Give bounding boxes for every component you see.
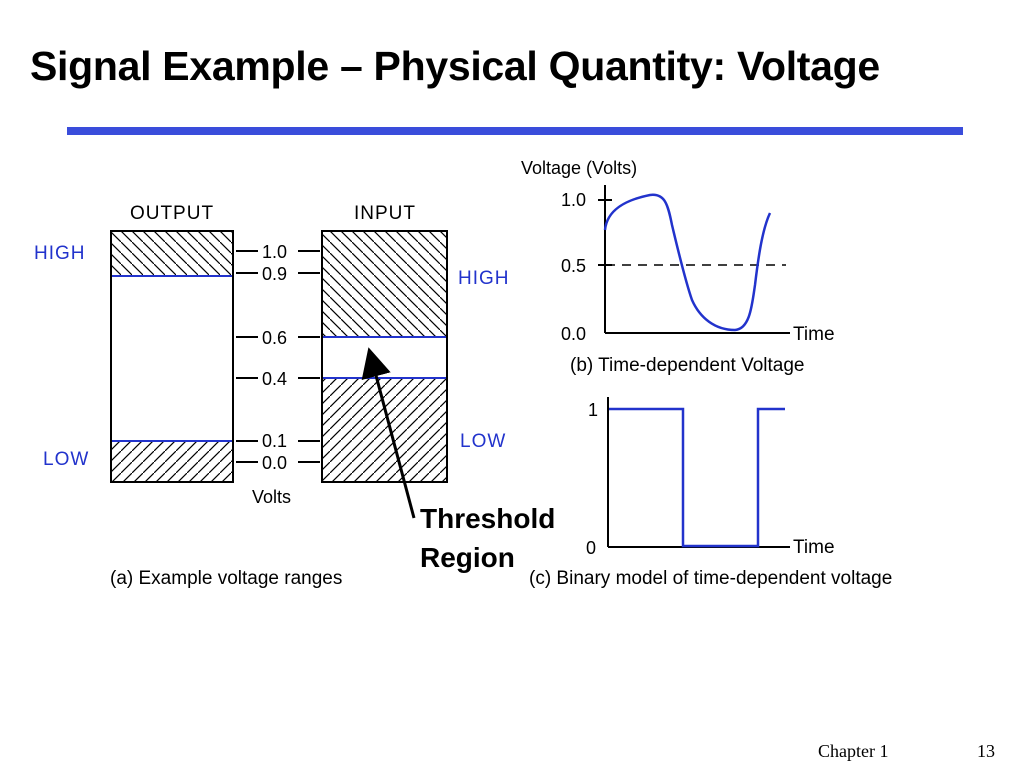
- binary-waveform: [609, 407, 785, 548]
- voltage-scale: [236, 250, 320, 463]
- units-label: Volts: [252, 487, 291, 507]
- footer-page-number: 13: [977, 741, 995, 761]
- panel-b-ylabel: Voltage (Volts): [521, 158, 637, 178]
- panel-c-caption: (c) Binary model of time-dependent volta…: [529, 568, 892, 589]
- tick-label: 1.0: [262, 242, 287, 262]
- tick-label: 0.0: [262, 453, 287, 473]
- output-bar: [110, 230, 234, 483]
- threshold-label: Threshold: [420, 503, 555, 534]
- footer-chapter: Chapter 1: [818, 741, 889, 761]
- panel-c-xlabel: Time: [793, 537, 835, 558]
- ytick-label: 0.0: [561, 324, 586, 344]
- output-high-label: HIGH: [34, 243, 86, 264]
- panel-b-axes: [598, 185, 790, 334]
- ytick-label: 1.0: [561, 190, 586, 210]
- panel-a-caption: (a) Example voltage ranges: [110, 568, 342, 589]
- slide-title: Signal Example – Physical Quantity: Volt…: [30, 43, 880, 89]
- input-bar: [321, 230, 448, 483]
- panel-c-axes: [607, 397, 790, 548]
- ytick-label: 0: [586, 538, 596, 558]
- input-low-label: LOW: [460, 431, 506, 452]
- input-high-label: HIGH: [458, 268, 510, 289]
- tick-label: 0.4: [262, 369, 287, 389]
- panel-b-caption: (b) Time-dependent Voltage: [570, 355, 805, 376]
- ytick-label: 1: [588, 400, 598, 420]
- ytick-label: 0.5: [561, 256, 586, 276]
- threshold-arrow: [361, 347, 416, 519]
- voltage-waveform: [603, 193, 772, 332]
- panel-b-xlabel: Time: [793, 324, 835, 345]
- output-column-label: OUTPUT: [130, 203, 214, 224]
- title-divider: [67, 127, 963, 135]
- output-low-label: LOW: [43, 449, 89, 470]
- tick-label: 0.1: [262, 431, 287, 451]
- region-label: Region: [420, 542, 515, 573]
- tick-label: 0.9: [262, 264, 287, 284]
- tick-label: 0.6: [262, 328, 287, 348]
- input-column-label: INPUT: [354, 203, 416, 224]
